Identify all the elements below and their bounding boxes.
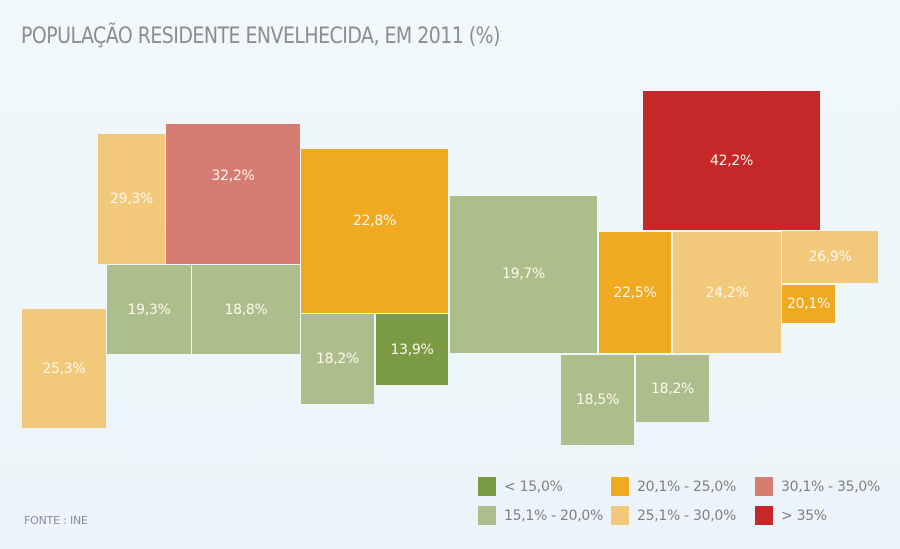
region-value: 20,1%: [787, 296, 830, 312]
region-box: 22,5%: [599, 232, 671, 353]
region-value: 18,8%: [224, 301, 268, 318]
legend-label: 15,1% - 20,0%: [504, 507, 604, 524]
legend-swatch: [611, 506, 629, 525]
legend-swatch: [478, 506, 496, 525]
region-value: 18,5%: [576, 392, 619, 408]
region-value: 32,2%: [211, 168, 255, 184]
region-value: 19,3%: [127, 301, 171, 318]
region-box: 26,9%: [782, 231, 878, 283]
region-value: 29,3%: [110, 191, 153, 207]
region-value: 18,2%: [316, 351, 359, 367]
region-box: 24,2%: [673, 232, 781, 353]
legend-item: 20,1% - 25,0%: [611, 477, 736, 496]
legend-item: 25,1% - 30,0%: [611, 506, 736, 525]
legend-item: 30,1% - 35,0%: [755, 477, 880, 496]
page-title: POPULAÇÃO RESIDENTE ENVELHECIDA, EM 2011…: [21, 24, 501, 49]
region-value: 24,2%: [705, 284, 749, 301]
region-value: 22,5%: [613, 284, 657, 301]
region-box: 29,3%: [98, 134, 165, 264]
legend-label: < 15,0%: [504, 478, 563, 495]
legend-item: 15,1% - 20,0%: [478, 506, 603, 525]
region-box: 32,2%: [166, 124, 300, 264]
legend-item: > 35%: [755, 506, 827, 525]
legend-label: 20,1% - 25,0%: [637, 478, 737, 495]
region-box: 19,3%: [107, 265, 191, 354]
legend-label: 25,1% - 30,0%: [637, 507, 737, 524]
legend-label: 30,1% - 35,0%: [781, 478, 881, 495]
region-box: 19,7%: [450, 196, 597, 353]
region-value: 22,8%: [353, 213, 396, 229]
region-box: 18,2%: [636, 355, 709, 422]
legend-swatch: [478, 477, 496, 496]
region-value: 18,2%: [651, 380, 694, 397]
region-box: 25,3%: [22, 309, 106, 428]
region-box: 18,8%: [192, 265, 300, 354]
region-value: 13,9%: [390, 341, 434, 358]
region-box: 20,1%: [782, 285, 835, 323]
region-box: 13,9%: [376, 314, 448, 385]
region-box: 42,2%: [643, 91, 820, 230]
region-box: 18,5%: [561, 355, 634, 445]
region-box: 18,2%: [301, 314, 374, 404]
legend-swatch: [611, 477, 629, 496]
region-value: 25,3%: [42, 360, 86, 377]
source-note: FONTE : INE: [24, 514, 88, 527]
legend-label: > 35%: [781, 507, 827, 524]
legend-swatch: [755, 477, 773, 496]
region-value: 19,7%: [502, 265, 545, 282]
legend-item: < 15,0%: [478, 477, 563, 496]
legend-swatch: [755, 506, 773, 525]
region-box: 22,8%: [301, 149, 448, 313]
region-value: 26,9%: [808, 249, 852, 265]
region-value: 42,2%: [710, 152, 753, 169]
